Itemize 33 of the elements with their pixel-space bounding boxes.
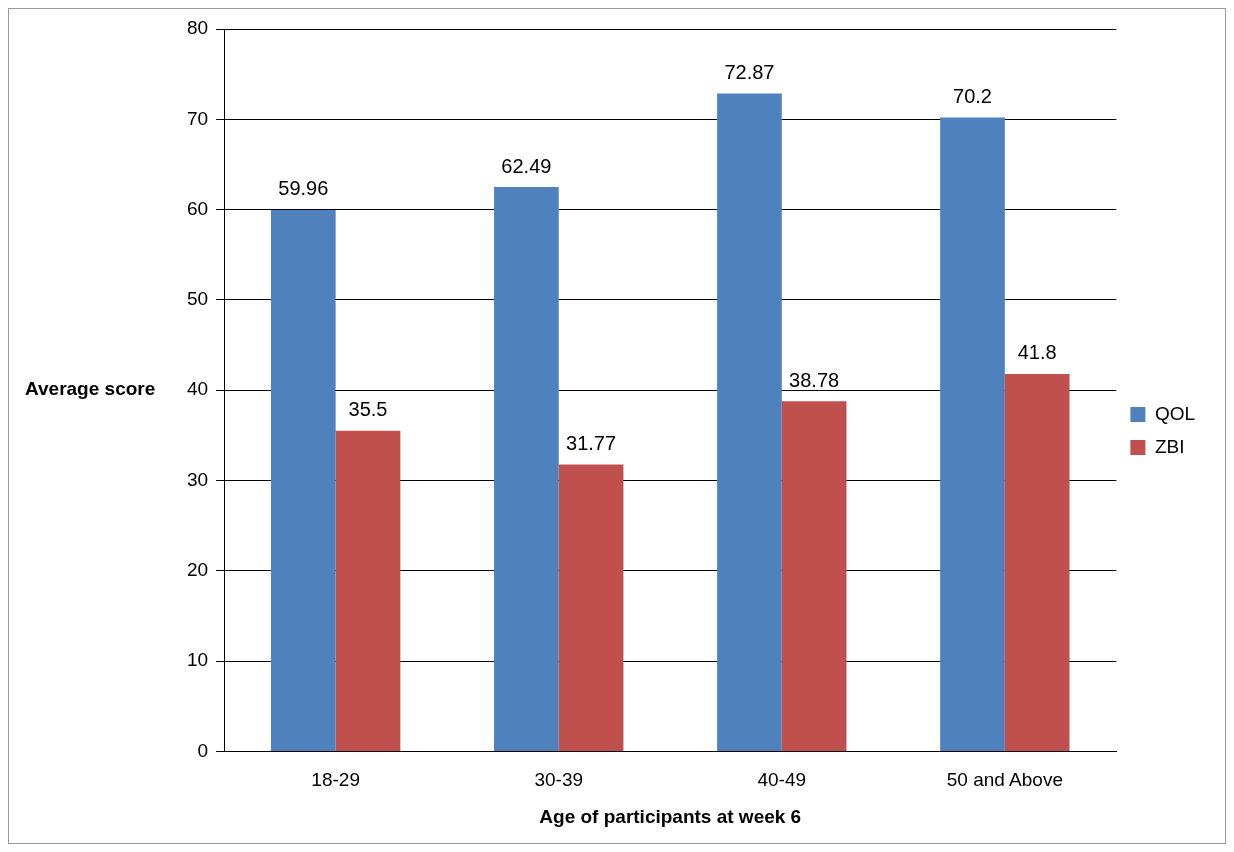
y-tick-label: 0: [197, 739, 209, 761]
y-tick-label: 10: [186, 649, 209, 671]
data-label: 41.8: [1017, 341, 1057, 364]
data-label: 72.87: [724, 60, 775, 83]
y-tick-label: 60: [186, 197, 209, 219]
y-tick-label: 20: [186, 559, 209, 581]
x-axis-title: Age of participants at week 6: [539, 805, 802, 827]
data-label: 31.77: [566, 432, 617, 455]
data-label: 70.2: [953, 85, 992, 108]
y-tick-label: 50: [186, 288, 209, 310]
legend-label: ZBI: [1154, 435, 1185, 457]
bar: [717, 93, 782, 751]
x-tick-label: 30-39: [534, 769, 584, 791]
x-tick-label: 40-49: [757, 769, 807, 791]
bar: [940, 117, 1005, 751]
data-label: 35.5: [348, 398, 388, 421]
bar: [335, 430, 401, 751]
bar: [494, 187, 559, 751]
x-tick-label: 50 and Above: [946, 769, 1063, 791]
y-tick-label: 80: [186, 17, 209, 39]
y-axis-title: Average score: [25, 378, 156, 400]
bar: [270, 209, 336, 751]
y-tick-label: 30: [186, 468, 209, 490]
bar: [558, 464, 624, 751]
data-label: 62.49: [501, 154, 552, 177]
data-label: 38.78: [789, 368, 840, 391]
x-tick-label: 18-29: [311, 769, 360, 791]
y-tick-label: 40: [186, 378, 209, 400]
legend-label: QOL: [1154, 402, 1195, 424]
bar: [781, 401, 847, 751]
y-tick-label: 70: [186, 107, 209, 129]
bar: [1004, 373, 1070, 751]
data-label: 59.96: [278, 177, 329, 200]
